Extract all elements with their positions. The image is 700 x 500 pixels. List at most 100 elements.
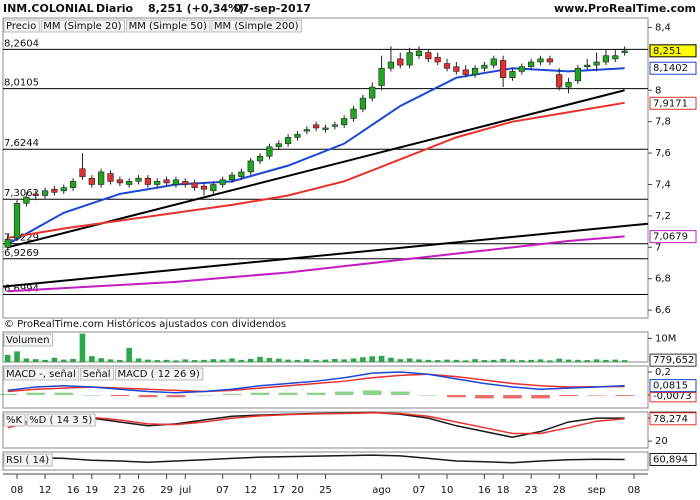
candle-body <box>219 179 226 185</box>
volume-bar <box>406 358 413 362</box>
candle-body <box>434 56 441 63</box>
volume-bar <box>182 359 189 362</box>
histogram-bar <box>503 394 522 399</box>
candle-body <box>210 184 217 192</box>
candle-body <box>359 97 366 110</box>
level-label: 7,6244 <box>4 138 39 149</box>
volume-bar <box>537 359 544 362</box>
legend-entry: Señal <box>83 369 111 380</box>
candle-body <box>303 129 310 132</box>
volume-bar <box>294 359 301 362</box>
candle-body <box>425 52 432 60</box>
candle-body <box>98 171 105 185</box>
volume-bar <box>575 359 581 362</box>
legend-entry: %K <box>6 415 23 426</box>
volume-bar <box>500 358 506 362</box>
trendline <box>2 222 649 288</box>
value-box <box>649 44 697 58</box>
volume-bar <box>79 333 86 362</box>
volume-bar <box>444 359 450 362</box>
legend-box <box>40 19 126 33</box>
candle-body <box>32 193 39 196</box>
volume-bar <box>163 359 170 362</box>
volume-bar <box>60 359 67 362</box>
x-tick-label: 17 <box>272 485 285 496</box>
level-label: 6,6994 <box>4 284 39 295</box>
panel-frame <box>2 17 649 319</box>
candle-body <box>13 203 21 239</box>
candle-body <box>490 58 497 66</box>
histogram-bar <box>194 394 214 396</box>
candle-body <box>266 146 273 157</box>
volume-bar <box>593 359 600 362</box>
candle-body <box>294 133 301 138</box>
candle-body <box>60 187 67 192</box>
volume-bar <box>621 360 628 362</box>
y-tick-label: 7 <box>655 242 661 253</box>
panel-frame <box>2 451 649 471</box>
volume-bar <box>126 347 132 362</box>
volume-bar <box>173 360 179 362</box>
volume-bar <box>107 359 114 362</box>
histogram-bar <box>615 394 634 396</box>
histogram-bar <box>0 393 18 395</box>
volume-bar <box>434 360 441 362</box>
volume-bar <box>612 359 619 362</box>
candle-body <box>331 124 338 127</box>
volume-bar <box>378 355 385 362</box>
candle-body <box>172 179 180 185</box>
histogram-bar <box>390 391 410 395</box>
value-box <box>649 61 697 75</box>
y-tick-label: 8 <box>655 85 661 96</box>
volume-bar <box>519 360 525 362</box>
legend-entry: MM (Simple 200) <box>214 21 299 32</box>
candle-body <box>350 108 357 119</box>
histogram-bar <box>447 394 466 398</box>
x-tick-label: 25 <box>319 485 332 496</box>
value-box <box>649 379 697 393</box>
y-tick-label: 7,4 <box>655 179 671 190</box>
candle-body <box>135 177 142 182</box>
y-tick-label: 20 <box>655 436 668 447</box>
y-tick-label: 6,8 <box>655 274 671 285</box>
value-label: 8,1402 <box>653 63 688 74</box>
x-tick-label: 16 <box>478 485 491 496</box>
candle-body <box>51 188 58 193</box>
candle-body <box>453 66 460 72</box>
volume-bar <box>304 359 310 362</box>
histogram-bar <box>334 391 354 395</box>
candle-body <box>182 181 189 185</box>
legend-entry: MM (Simple 20) <box>43 21 121 32</box>
candle-body <box>556 74 563 88</box>
y-tick-label: 0,2 <box>655 367 671 378</box>
histogram-bar <box>559 394 578 397</box>
volume-bar <box>397 359 404 362</box>
volume-bar <box>425 359 432 362</box>
candle-body <box>621 50 628 53</box>
indicator-line <box>7 412 625 435</box>
volume-bar <box>247 358 254 362</box>
legend-box <box>114 367 204 381</box>
volume-bar <box>556 358 562 362</box>
volume-bar <box>453 359 460 362</box>
volume-bar <box>285 359 291 362</box>
candle-body <box>602 55 610 63</box>
value-label: 779,652 <box>653 355 694 366</box>
y-tick-label: 7,8 <box>655 117 671 128</box>
level-label: 7,3062 <box>4 188 39 199</box>
candle-body <box>107 173 114 182</box>
moving-average <box>7 235 625 293</box>
candle-body <box>565 82 572 88</box>
volume-bar <box>509 359 516 362</box>
x-tick-label: sep <box>588 485 606 496</box>
volume-bar <box>472 359 478 362</box>
legend-entry: Precio <box>6 21 36 32</box>
candle-body <box>191 182 198 188</box>
candle-body <box>313 124 320 129</box>
volume-bar <box>98 358 104 362</box>
volume-bar <box>388 357 394 362</box>
x-tick-label: 28 <box>553 485 566 496</box>
histogram-bar <box>418 394 438 396</box>
candle-body <box>247 160 254 173</box>
